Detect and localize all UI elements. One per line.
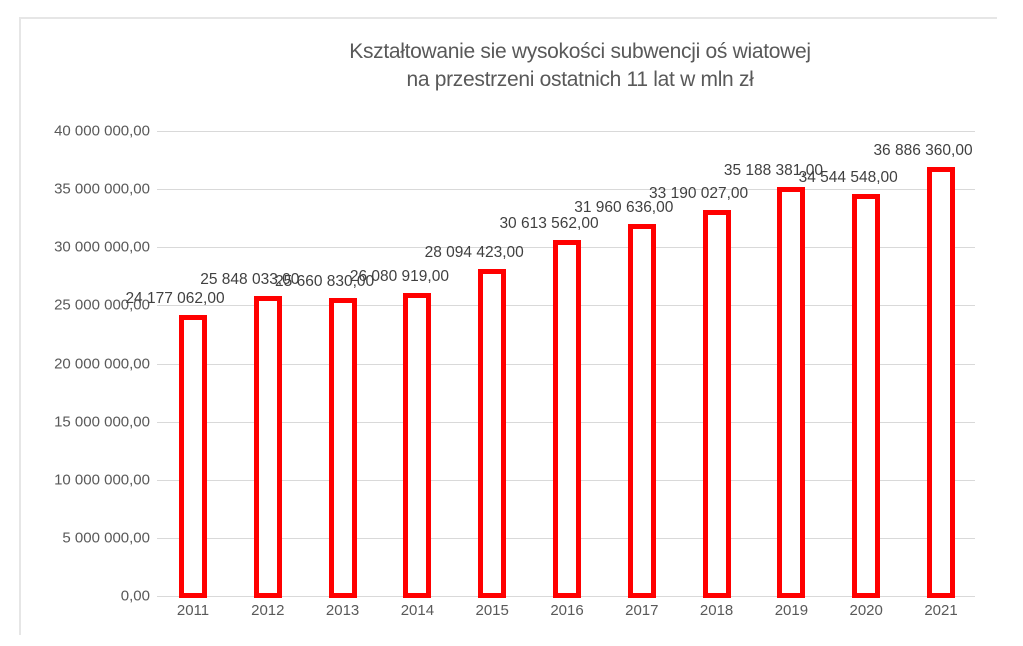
bar-2012[interactable] bbox=[253, 295, 282, 598]
data-label-2020: 34 544 548,00 bbox=[798, 169, 898, 187]
y-axis-tick-label: 25 000 000,00 bbox=[54, 296, 150, 314]
chart-title-line-1: Kształtowanie sie wysokości subwencji oś… bbox=[349, 40, 811, 63]
x-axis-tick-label: 2018 bbox=[699, 602, 734, 619]
y-axis-tick-label: 15 000 000,00 bbox=[54, 413, 150, 431]
bar-2015[interactable] bbox=[478, 269, 507, 598]
data-label-2013: 25 660 830,00 bbox=[275, 272, 375, 290]
x-axis-tick-label: 2019 bbox=[774, 602, 809, 619]
bar-2018[interactable] bbox=[702, 210, 731, 598]
chart-title-line-2: na przestrzeni ostatnich 11 lat w mln zł bbox=[406, 68, 754, 91]
y-axis-tick-label: 40 000 000,00 bbox=[54, 122, 150, 140]
data-label-2012: 25 848 033,00 bbox=[200, 270, 300, 288]
bar-2013[interactable] bbox=[328, 297, 357, 598]
data-label-2014: 26 080 919,00 bbox=[349, 267, 449, 285]
bar-2017[interactable] bbox=[627, 224, 656, 598]
x-axis-tick-label: 2021 bbox=[924, 602, 958, 619]
gridline bbox=[157, 189, 975, 190]
gridline bbox=[157, 131, 975, 132]
x-axis-tick-label: 2011 bbox=[176, 602, 210, 619]
x-axis-tick-label: 2017 bbox=[625, 602, 659, 619]
y-axis-tick-label: 10 000 000,00 bbox=[54, 471, 150, 489]
data-label-2015: 28 094 423,00 bbox=[424, 244, 524, 262]
x-axis-tick-label: 2020 bbox=[849, 602, 883, 619]
bar-2016[interactable] bbox=[553, 240, 581, 598]
bar-2011[interactable] bbox=[179, 314, 207, 598]
y-axis-tick-label: 20 000 000,00 bbox=[54, 355, 150, 372]
chart-frame-top bbox=[19, 17, 997, 19]
y-axis-tick-label: 30 000 000,00 bbox=[54, 238, 150, 256]
y-axis-tick-label: 5 000 000,00 bbox=[62, 529, 150, 547]
x-axis-tick-label: 2013 bbox=[325, 602, 360, 619]
data-label-2017: 31 960 636,00 bbox=[574, 199, 674, 217]
data-label-2016: 30 613 562,00 bbox=[499, 215, 599, 233]
chart-title: Kształtowanie sie wysokości subwencji oś… bbox=[260, 38, 900, 94]
data-label-2011: 24 177 062,00 bbox=[125, 289, 225, 307]
x-axis-tick-label: 2015 bbox=[475, 602, 509, 619]
y-axis-tick-label: 0,00 bbox=[120, 587, 150, 605]
x-axis-tick-label: 2014 bbox=[400, 602, 435, 619]
bar-2021[interactable] bbox=[927, 167, 955, 598]
data-label-2019: 35 188 381,00 bbox=[723, 161, 823, 179]
bar-2020[interactable] bbox=[852, 194, 881, 598]
x-axis-tick-label: 2016 bbox=[550, 602, 584, 619]
data-label-2018: 33 190 027,00 bbox=[649, 185, 749, 203]
data-label-2021: 36 886 360,00 bbox=[873, 142, 973, 160]
bar-2019[interactable] bbox=[777, 186, 806, 598]
chart-frame-left bbox=[19, 17, 21, 635]
bar-2014[interactable] bbox=[403, 292, 432, 598]
x-axis-tick-label: 2012 bbox=[251, 602, 285, 619]
y-axis-tick-label: 35 000 000,00 bbox=[54, 180, 150, 198]
